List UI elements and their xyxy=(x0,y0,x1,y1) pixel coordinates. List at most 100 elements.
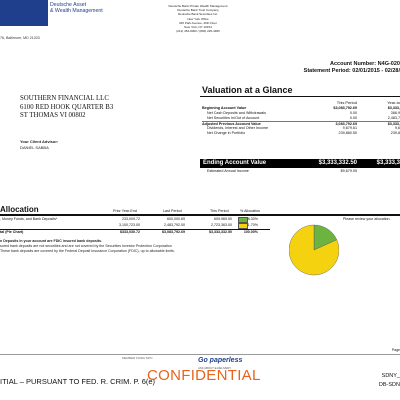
alloc-last: 2,483,792.00 xyxy=(164,223,185,227)
office-line: New York, NY 10154 xyxy=(184,25,212,30)
account-number-label: Account Number: xyxy=(330,61,377,67)
valuation-row-ytd: 239,8 xyxy=(390,131,400,135)
brand-name-line2: & Wealth Management xyxy=(50,8,103,14)
alloc-last: 600,000.69 xyxy=(167,217,185,221)
allocation-row: , Money Funds, and Bank Deposits* 233,00… xyxy=(0,217,270,223)
fdic-line: These bank deposits are covered by the F… xyxy=(0,248,175,253)
office-line: 345 Park Avenue, 26th Floor xyxy=(179,20,217,25)
fdic-line: n Deposits in your account are FDIC insu… xyxy=(0,239,103,243)
ending-value: $3,333,332.50 xyxy=(318,160,357,166)
valuation-row-ytd: $3,333, xyxy=(387,122,400,126)
ending-label: Ending Account Value xyxy=(203,160,267,166)
advisor-label: Your Client Advisor: xyxy=(20,139,59,144)
address-line: ST THOMAS VI 00802 xyxy=(20,112,86,119)
valuation-row: Net Securities In/Out of Account 0.00 2,… xyxy=(202,116,400,121)
alloc-total-this: $3,333,332.50 xyxy=(209,230,232,234)
valuation-row-label: Net Change in Portfolio xyxy=(207,131,246,135)
alloc-label: , Money Funds, and Bank Deposits* xyxy=(0,217,58,221)
brand-name: Deutsche Asset & Wealth Management xyxy=(50,2,103,14)
confidential-stamp: CONFIDENTIAL xyxy=(147,367,261,384)
valuation-col-this-period: This Period xyxy=(336,100,357,105)
alloc-this: 2,723,363.00 xyxy=(211,223,232,227)
bates-line: SDNY_ xyxy=(381,373,400,379)
valuation-row-label: Net Cash Deposits and Withdrawals xyxy=(207,111,267,115)
estimated-income-value: $9,679.05 xyxy=(340,169,357,173)
pie-slice xyxy=(289,224,339,276)
account-number-value: N4G-020 xyxy=(377,61,400,67)
client-advisor: Your Client Advisor: DANIEL SABBA xyxy=(20,139,58,151)
advisor-name: DANIEL SABBA xyxy=(20,145,49,150)
brand-logo xyxy=(0,0,48,26)
alloc-col-this: This Period xyxy=(210,209,229,213)
client-address: SOUTHERN FINANCIAL LLC 6100 RED HOOK QUA… xyxy=(20,95,113,121)
allocation-total-row: tal (Pie Chart) $333,030.72 $3,083,792.6… xyxy=(0,229,270,236)
go-paperless-sub: ASK ABOUT E-DELIVERY xyxy=(198,366,232,370)
bates-line: DB-SDN xyxy=(378,382,400,388)
alloc-total-pct: 100.00% xyxy=(243,230,258,234)
alloc-prior: 233,009.72 xyxy=(122,217,140,221)
return-address: 76, Baltimore, MD 21203 xyxy=(0,36,40,40)
account-info: Account Number: N4G-020 Statement Period… xyxy=(304,61,400,75)
fdic-note: n Deposits in your account are FDIC insu… xyxy=(0,239,175,253)
alloc-pct: 81.70% xyxy=(245,223,258,227)
estimated-income-row: Estimated Annual Income $9,679.05 xyxy=(202,169,400,174)
page-label: Page xyxy=(391,348,400,352)
valuation-row-label: Net Securities In/Out of Account xyxy=(207,116,260,120)
office-line: Deutsche Bank Trust Company xyxy=(177,8,219,13)
valuation-row-ytd: 2,483,7 xyxy=(387,116,400,120)
office-block: Deutsche Bank Private Wealth Management … xyxy=(152,4,244,33)
valuation-row-ytd: $3,333, xyxy=(387,106,400,110)
allocation-swatch xyxy=(238,223,248,229)
office-line: New York Office xyxy=(187,16,209,21)
address-line: 6100 RED HOOK QUARTER B3 xyxy=(20,103,114,111)
brand-name-line1: Deutsche Asset xyxy=(50,2,87,8)
statement-period-label: Statement Period: xyxy=(303,68,351,74)
allocation-pie-chart xyxy=(289,224,339,276)
alloc-total-last: $3,083,792.69 xyxy=(162,230,185,234)
review-allocation-note: Please review your allocation. xyxy=(343,217,391,221)
valuation-row: Net Cash Deposits and Withdrawals 0.00 3… xyxy=(202,111,400,116)
valuation-col-ytd: Year-to xyxy=(387,100,400,105)
valuation-row-value: 239,860.50 xyxy=(338,131,357,135)
valuation-row-value: 3,083,792.69 xyxy=(335,122,357,126)
fdic-line: sured bank deposits are not securities a… xyxy=(0,243,172,248)
valuation-row: Beginning Account Value $3,083,792.69 $3… xyxy=(202,106,400,111)
alloc-prior: 3,100,723.00 xyxy=(119,223,140,227)
valuation-row-value: 0.00 xyxy=(349,111,357,115)
valuation-title: Valuation at a Glance xyxy=(202,85,293,95)
ending-ytd: $3,333,3 xyxy=(376,160,400,166)
bates-number: SDNY_ DB-SDN xyxy=(379,372,400,390)
address-line: SOUTHERN FINANCIAL LLC xyxy=(20,95,109,102)
alloc-this: 609,969.50 xyxy=(214,217,232,221)
valuation-row-ytd: 366,9 xyxy=(390,111,400,115)
ending-account-value: Ending Account Value $3,333,332.50 $3,33… xyxy=(200,159,400,168)
footer-rule xyxy=(0,354,400,355)
estimated-income-label: Estimated Annual Income xyxy=(207,169,249,173)
allocation-rule xyxy=(0,214,400,216)
valuation-row-label: Beginning Account Value xyxy=(202,106,247,110)
office-line: (212) 454-9000 / (800) 225-4486 xyxy=(176,29,220,34)
office-line: Deutsche Bank Private Wealth Management xyxy=(168,4,228,8)
valuation-row-label: Adjusted Previous Account Value xyxy=(202,122,261,126)
alloc-col-pct: % Allocation xyxy=(240,209,261,213)
allocation-swatch xyxy=(238,217,248,223)
alloc-total-prior: $333,030.72 xyxy=(120,230,140,234)
valuation-row-ytd: 9,6 xyxy=(394,126,400,130)
valuation-row-value: 0.00 xyxy=(349,116,357,120)
valuation-row-value: 9,679.61 xyxy=(342,126,357,130)
valuation-row-label: Dividends, Interest and Other Income xyxy=(207,126,269,130)
valuation-row: Dividends, Interest and Other Income 9,6… xyxy=(202,126,400,131)
allocation-title: Allocation xyxy=(0,205,39,214)
valuation-row-value: $3,083,792.69 xyxy=(333,106,357,110)
valuation-rule xyxy=(200,96,400,97)
confidential-notice: ITIAL – PURSUANT TO FED. R. CRIM. P. 6(e… xyxy=(0,377,156,386)
valuation-row: Net Change in Portfolio 239,860.50 239,8 xyxy=(202,131,400,136)
go-paperless: Go paperless xyxy=(198,357,243,364)
alloc-col-prior: Prior Year-End xyxy=(113,209,137,213)
alloc-col-last: Last Period xyxy=(163,209,182,213)
valuation-row: Adjusted Previous Account Value 3,083,79… xyxy=(202,121,400,127)
allocation-row: 3,100,723.00 2,483,792.00 2,723,363.00 8… xyxy=(0,223,270,229)
alloc-pct: 18.30% xyxy=(245,217,258,221)
alloc-total-label: tal (Pie Chart) xyxy=(0,230,24,234)
statement-period-value: 02/01/2015 - 02/28/ xyxy=(352,68,400,74)
